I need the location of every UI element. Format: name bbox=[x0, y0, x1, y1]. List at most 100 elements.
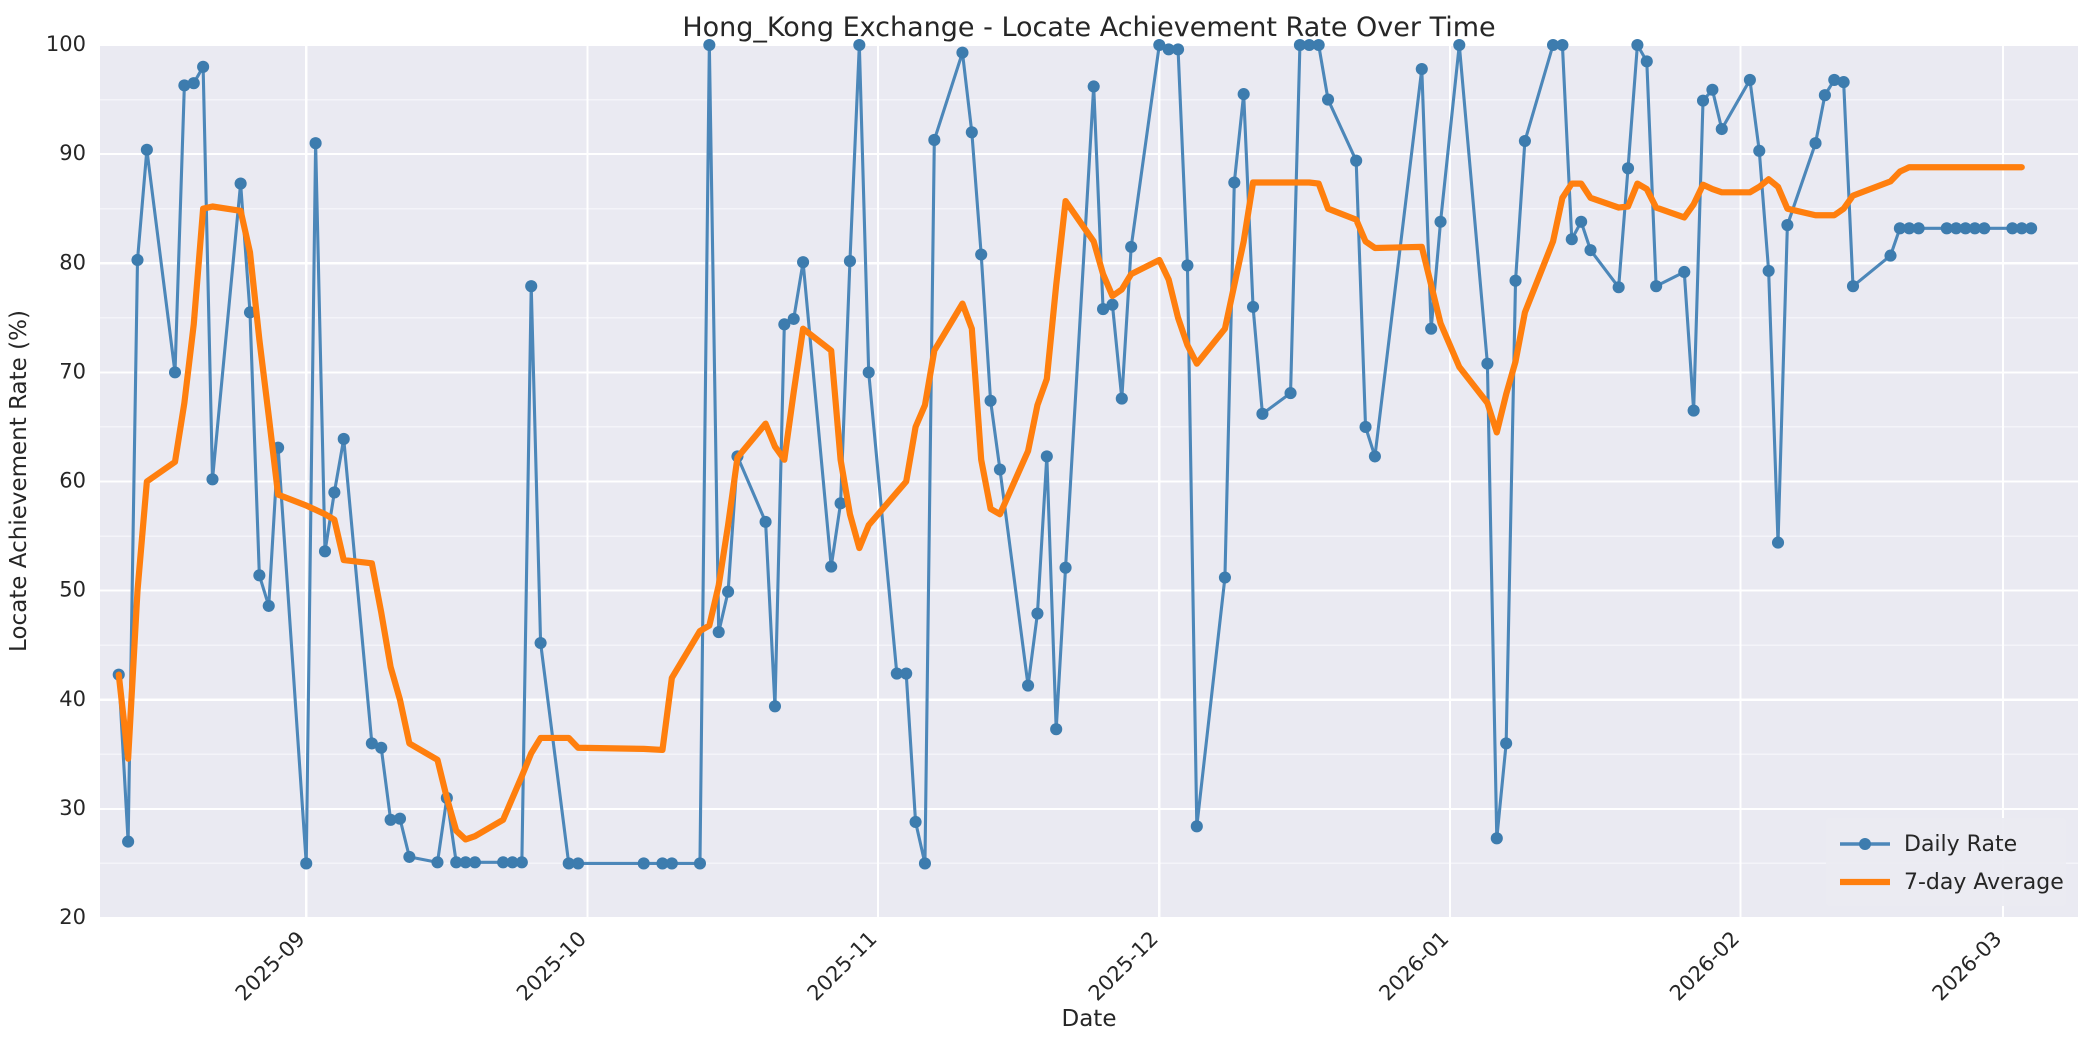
data-point bbox=[1453, 38, 1466, 52]
y-tick-label: 60 bbox=[59, 469, 86, 493]
data-point bbox=[1106, 298, 1119, 311]
data-point bbox=[1181, 259, 1194, 272]
data-point bbox=[506, 856, 519, 869]
data-point bbox=[2015, 222, 2028, 235]
data-point bbox=[1509, 274, 1522, 287]
data-point bbox=[1715, 122, 1728, 136]
data-point bbox=[1490, 832, 1503, 845]
legend-label: Daily Rate bbox=[1904, 832, 2017, 857]
legend-item-2[interactable]: 7-day Average bbox=[1840, 870, 2064, 895]
data-point bbox=[1678, 265, 1691, 279]
data-point bbox=[928, 133, 941, 146]
data-point bbox=[1115, 392, 1128, 405]
data-point bbox=[309, 137, 322, 150]
data-point bbox=[1228, 176, 1241, 189]
data-point bbox=[693, 857, 707, 870]
data-point bbox=[1753, 144, 1766, 157]
data-point bbox=[337, 432, 350, 445]
data-point bbox=[722, 585, 735, 598]
data-point bbox=[1415, 62, 1428, 76]
data-point bbox=[140, 143, 153, 156]
data-point bbox=[1190, 820, 1203, 833]
data-point bbox=[253, 569, 266, 582]
y-tick-label: 70 bbox=[59, 359, 86, 383]
y-axis-tick-labels: 20 30 40 50 60 70 80 90 100 bbox=[46, 32, 86, 929]
data-point bbox=[1247, 300, 1260, 313]
legend-item-1[interactable]: Daily Rate bbox=[1840, 832, 2017, 857]
data-point bbox=[187, 77, 200, 90]
data-point bbox=[1359, 420, 1372, 433]
data-point bbox=[853, 38, 866, 52]
data-point bbox=[787, 312, 800, 325]
data-point bbox=[431, 856, 444, 869]
data-point bbox=[1771, 536, 1785, 549]
data-point bbox=[1903, 222, 1916, 235]
data-point bbox=[843, 255, 856, 268]
data-point bbox=[1584, 244, 1597, 257]
y-tick-label: 50 bbox=[59, 578, 86, 602]
data-point bbox=[2025, 222, 2038, 235]
data-point bbox=[1022, 679, 1035, 692]
data-point bbox=[1050, 723, 1063, 736]
data-point bbox=[234, 177, 247, 190]
data-point bbox=[459, 856, 472, 869]
data-point bbox=[1350, 154, 1363, 167]
data-point bbox=[1556, 38, 1569, 52]
data-point bbox=[1978, 222, 1991, 235]
legend-marker-icon bbox=[1859, 838, 1871, 850]
data-point bbox=[1743, 73, 1756, 86]
data-point bbox=[1153, 38, 1166, 52]
data-point bbox=[993, 463, 1006, 476]
series-line-daily-rate bbox=[117, 43, 2033, 865]
data-point bbox=[1846, 280, 1860, 293]
data-point bbox=[890, 667, 903, 680]
data-point bbox=[1762, 264, 1775, 277]
data-point bbox=[1303, 38, 1316, 52]
data-point bbox=[1312, 38, 1325, 52]
data-point bbox=[525, 280, 538, 293]
data-point bbox=[365, 737, 378, 750]
data-point bbox=[206, 473, 219, 486]
data-point bbox=[909, 815, 922, 829]
data-point bbox=[862, 366, 875, 379]
legend-label: 7-day Average bbox=[1904, 870, 2064, 895]
data-point bbox=[1640, 55, 1653, 68]
data-point bbox=[1162, 43, 1175, 56]
data-point bbox=[1500, 737, 1513, 750]
data-point bbox=[450, 856, 463, 869]
data-point bbox=[1612, 281, 1625, 294]
data-point bbox=[918, 857, 931, 870]
y-tick-label: 80 bbox=[59, 250, 86, 274]
data-point bbox=[468, 856, 482, 869]
y-axis-title: Locate Achievement Rate (%) bbox=[6, 310, 32, 652]
page-title: Hong_Kong Exchange - Locate Achievement … bbox=[682, 12, 1495, 43]
series-line-7day-average bbox=[115, 164, 2025, 843]
data-point bbox=[515, 856, 528, 869]
data-point bbox=[393, 812, 407, 825]
series-markers-daily-rate bbox=[112, 38, 2038, 870]
data-point bbox=[122, 835, 135, 848]
data-point bbox=[1828, 73, 1841, 86]
data-point bbox=[1650, 280, 1663, 293]
data-point bbox=[534, 636, 547, 650]
data-point bbox=[1125, 240, 1138, 253]
data-point bbox=[197, 60, 210, 73]
y-tick-label: 30 bbox=[59, 796, 86, 820]
data-point bbox=[1087, 80, 1100, 93]
data-series-layer bbox=[112, 38, 2038, 870]
data-point bbox=[403, 850, 416, 863]
data-point bbox=[131, 253, 144, 267]
data-point bbox=[497, 856, 510, 869]
data-point bbox=[965, 126, 978, 139]
data-point bbox=[984, 394, 997, 407]
data-point bbox=[1218, 571, 1231, 584]
data-point bbox=[1706, 83, 1719, 96]
data-point bbox=[665, 857, 678, 870]
x-axis-title: Date bbox=[1062, 1006, 1117, 1032]
data-point bbox=[1293, 38, 1306, 52]
chart-legend[interactable]: Daily Rate 7-day Average bbox=[1826, 818, 2066, 906]
data-point bbox=[1631, 38, 1644, 52]
data-point bbox=[834, 497, 847, 510]
